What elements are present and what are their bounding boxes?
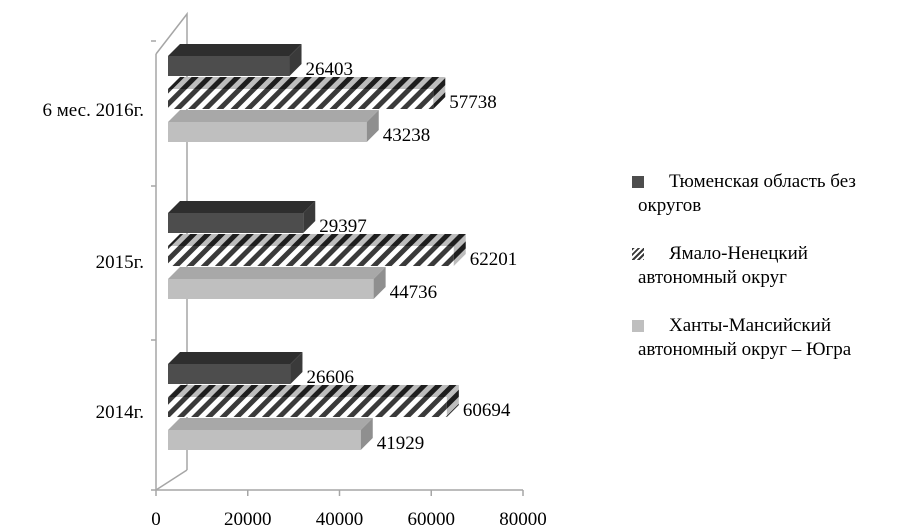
legend-label-tyumen-line2: округов <box>638 195 702 216</box>
legend-item-tyumen: Тюменская область без округов <box>632 170 924 218</box>
x-tick-label: 60000 <box>408 509 456 529</box>
legend-item-yamal: Ямало-Ненецкий автономный округ <box>632 242 924 290</box>
bar-front <box>168 430 361 450</box>
bar-side <box>290 352 303 384</box>
legend-label-tyumen: Тюменская область без округов <box>632 170 924 218</box>
bar-side <box>289 44 302 76</box>
legend-label-yamal-line1: Ямало-Ненецкий <box>669 243 808 264</box>
bar-side <box>446 385 459 417</box>
back-wall <box>155 11 188 470</box>
x-tick-label: 0 <box>151 509 161 529</box>
data-labels: 26606 60694 41929 29397 62201 44736 26403 57738… <box>306 59 518 454</box>
legend-label-khanty-line2: автономный округ – Югра <box>638 339 852 360</box>
legend-label-khanty-line1: Ханты-Мансийский <box>669 315 831 336</box>
bar-side <box>360 418 373 450</box>
data-label: 29397 <box>319 216 367 237</box>
data-label: 43238 <box>383 125 431 146</box>
bar-top <box>168 385 459 397</box>
legend-label-yamal: Ямало-Ненецкий автономный округ <box>632 242 924 290</box>
x-tick-label: 80000 <box>499 509 547 529</box>
x-tick-label: 40000 <box>316 509 364 529</box>
bar-front <box>168 364 291 384</box>
bar-top <box>168 201 316 213</box>
x-tick-label: 20000 <box>224 509 272 529</box>
category-label: 6 мес. 2016г. <box>42 100 144 121</box>
legend-item-khanty: Ханты-Мансийский автономный округ – Югра <box>632 314 924 362</box>
floor-edge <box>155 469 188 491</box>
category-label: 2015г. <box>96 252 144 273</box>
legend-swatch-khanty <box>632 320 644 332</box>
bar-side <box>433 77 446 109</box>
bar-side <box>303 201 316 233</box>
bar-side <box>366 110 379 142</box>
legend-label-tyumen-line1: Тюменская область без <box>669 171 856 192</box>
bar-side <box>373 267 386 299</box>
bar-top <box>168 44 302 56</box>
bar-front <box>168 213 304 233</box>
bar-front <box>168 246 454 266</box>
data-label: 41929 <box>377 433 425 454</box>
bar-front <box>168 279 374 299</box>
bar-side <box>453 234 466 266</box>
bar-front <box>168 397 447 417</box>
bar-top <box>168 418 373 430</box>
bar-top <box>168 234 466 246</box>
bar-top <box>168 267 386 279</box>
axes: 0 20000 40000 60000 80000 2014г. 2015г. 6 мес. … <box>42 11 547 529</box>
legend-swatch-tyumen <box>632 176 644 188</box>
data-label: 44736 <box>390 282 438 303</box>
bar-top <box>168 352 303 364</box>
bar-top <box>168 110 379 122</box>
legend-swatch-yamal <box>632 248 644 260</box>
bar-top <box>168 77 446 89</box>
bar-front <box>168 89 434 109</box>
category-label: 2014г. <box>96 402 144 423</box>
data-label: 60694 <box>463 400 511 421</box>
bar-front <box>168 122 367 142</box>
data-label: 26403 <box>306 59 354 80</box>
data-label: 57738 <box>449 92 497 113</box>
bars <box>168 44 466 450</box>
data-label: 62201 <box>470 249 517 270</box>
bar-front <box>168 56 290 76</box>
legend-label-yamal-line2: автономный округ <box>638 267 787 288</box>
legend-label-khanty: Ханты-Мансийский автономный округ – Югра <box>632 314 924 362</box>
data-label: 26606 <box>306 367 354 388</box>
